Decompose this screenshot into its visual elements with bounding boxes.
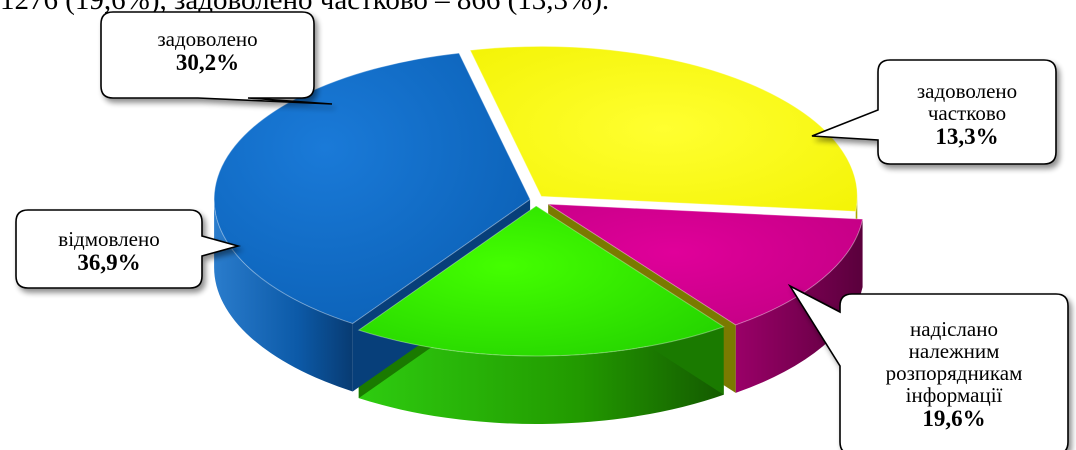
callout-vidmovleno-shape — [15, 209, 241, 289]
pie-slice-vidmovleno — [213, 52, 531, 325]
slice-label: надіслано — [910, 317, 998, 341]
slice-percent: 30,2% — [175, 50, 240, 75]
pie-side-vidmovleno — [214, 199, 353, 392]
slice-label: інформації — [905, 383, 1003, 407]
slice-label: розпорядникам — [885, 361, 1023, 385]
pie-slice-zadovoleno — [469, 45, 858, 212]
slice-percent: 13,3% — [935, 124, 999, 149]
callout-zadovoleno-shape — [100, 11, 333, 105]
callout-vidmovleno: відмовлено 36,9% — [16, 228, 202, 275]
slice-label: задоволено — [157, 27, 258, 51]
slice-percent: 19,6% — [922, 406, 986, 431]
slice-percent: 36,9% — [77, 250, 141, 275]
callout-chastkovo-shape — [811, 59, 1057, 165]
callout-chastkovo: задоволено частково 13,3% — [878, 80, 1056, 149]
callout-nadislano: надіслано належним розпорядникам інформа… — [840, 318, 1068, 431]
slice-label: належним — [908, 339, 1000, 363]
slice-label: частково — [927, 101, 1007, 125]
callout-nadislano-shape — [787, 283, 1069, 450]
pie-slice-nadislano — [357, 205, 725, 357]
pie-slice-zadovoleno-chastkovo — [546, 203, 864, 326]
slice-label: задоволено — [916, 79, 1018, 103]
slice-label: відмовлено — [58, 227, 160, 251]
pie-side-nadislano — [358, 326, 724, 424]
pie-side-zadovoleno-chastkovo — [735, 219, 863, 393]
callout-zadovoleno: задоволено 30,2% — [101, 28, 314, 75]
